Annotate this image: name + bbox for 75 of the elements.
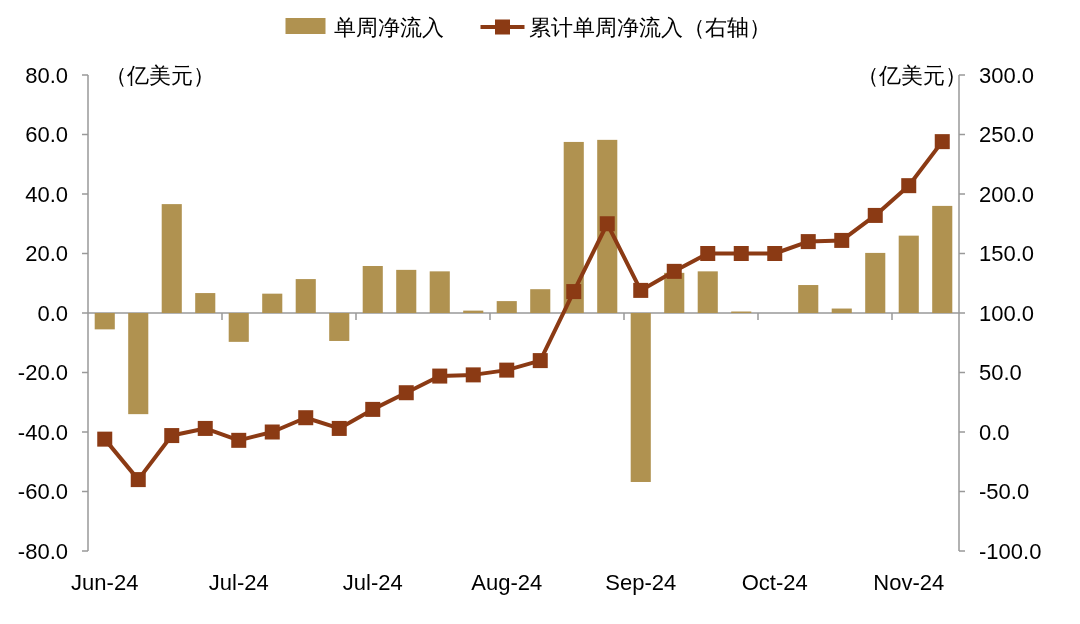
y2-tick-label: 150.0 xyxy=(979,241,1035,267)
y-tick-label: 40.0 xyxy=(25,181,68,207)
bar xyxy=(865,252,886,313)
bar xyxy=(429,271,450,313)
point xyxy=(499,362,515,378)
x-tick-label: Jun-24 xyxy=(71,570,139,595)
bar xyxy=(362,266,383,313)
y-tick-label: 20.0 xyxy=(25,241,68,267)
y-tick-label: 80.0 xyxy=(25,62,68,88)
point xyxy=(130,472,146,488)
bar xyxy=(798,285,819,313)
bar xyxy=(161,204,182,313)
bar xyxy=(195,293,216,313)
point xyxy=(700,246,716,261)
x-tick-label: Aug-24 xyxy=(471,570,543,595)
x-tick-label: Oct-24 xyxy=(741,570,808,595)
point xyxy=(767,246,783,261)
point xyxy=(331,420,347,436)
y-tick-label: 60.0 xyxy=(25,122,68,148)
y-tick-label: -60.0 xyxy=(17,479,68,505)
y2-tick-label: 200.0 xyxy=(979,181,1035,207)
bar xyxy=(228,313,249,342)
y-tick-label: -80.0 xyxy=(17,538,68,564)
bar xyxy=(396,269,417,313)
point xyxy=(867,207,883,223)
point xyxy=(398,385,414,401)
x-tick-label: Jul-24 xyxy=(342,570,403,595)
point xyxy=(834,232,850,248)
bar xyxy=(262,293,283,313)
y2-tick-label: 0.0 xyxy=(979,419,1010,445)
y-tick-label: -20.0 xyxy=(17,360,68,386)
point xyxy=(298,410,314,426)
point xyxy=(465,367,481,383)
bar xyxy=(128,313,149,415)
y2-axis-title: （亿美元） xyxy=(857,63,967,88)
point xyxy=(264,424,280,440)
point xyxy=(231,432,247,448)
y-tick-label: -40.0 xyxy=(17,419,68,445)
y2-tick-label: 250.0 xyxy=(979,122,1035,148)
point xyxy=(532,353,548,369)
x-tick-label: Jul-24 xyxy=(208,570,269,595)
legend-label: 单周净流入 xyxy=(333,14,444,40)
legend-label: 累计单周净流入（右轴） xyxy=(528,14,771,40)
bar xyxy=(597,139,618,313)
y2-tick-label: 100.0 xyxy=(979,300,1035,326)
bar xyxy=(530,289,551,313)
point xyxy=(733,246,749,261)
bar xyxy=(329,313,350,341)
bar xyxy=(496,301,517,313)
bar xyxy=(898,235,919,313)
y2-tick-label: -100.0 xyxy=(979,538,1042,564)
point xyxy=(901,178,917,194)
bar xyxy=(630,313,651,482)
point xyxy=(365,401,381,417)
bar xyxy=(295,279,316,313)
point xyxy=(432,368,448,384)
x-tick-label: Sep-24 xyxy=(605,570,677,595)
y-axis-title: （亿美元） xyxy=(105,63,215,88)
point xyxy=(164,428,180,444)
y2-tick-label: 50.0 xyxy=(979,360,1022,386)
y2-tick-label: 300.0 xyxy=(979,62,1035,88)
point xyxy=(97,431,113,447)
x-tick-label: Nov-24 xyxy=(873,570,945,595)
point xyxy=(599,216,615,232)
bar xyxy=(932,205,953,313)
y2-tick-label: -50.0 xyxy=(979,479,1030,505)
point xyxy=(566,284,582,300)
y-tick-label: 0.0 xyxy=(37,300,68,326)
bar xyxy=(94,313,115,330)
point xyxy=(666,263,682,279)
point xyxy=(934,134,950,150)
point xyxy=(197,420,213,436)
point xyxy=(633,282,649,298)
point xyxy=(800,234,816,250)
bar xyxy=(697,271,718,313)
